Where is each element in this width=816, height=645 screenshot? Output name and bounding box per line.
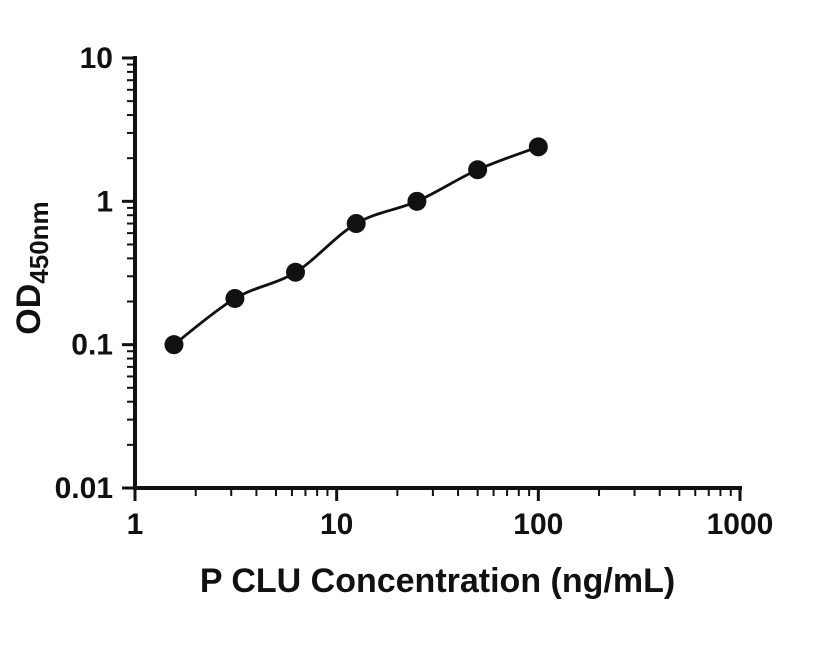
x-tick-label: 1000 bbox=[707, 508, 774, 541]
x-tick-label: 100 bbox=[513, 508, 563, 541]
data-point bbox=[164, 335, 184, 355]
data-point bbox=[468, 160, 488, 180]
data-point bbox=[286, 262, 305, 282]
x-tick-label: 1 bbox=[127, 508, 144, 541]
y-tick-label: 1 bbox=[96, 185, 113, 218]
y-tick-label: 0.01 bbox=[55, 472, 113, 505]
data-point bbox=[225, 288, 245, 308]
data-point bbox=[528, 137, 548, 157]
y-axis-title-subscript: 450nm bbox=[24, 201, 54, 283]
y-axis-title: OD450nm bbox=[10, 201, 54, 334]
y-tick-label: 10 bbox=[80, 42, 113, 75]
y-tick-label: 0.1 bbox=[71, 329, 113, 362]
data-point bbox=[407, 191, 427, 211]
data-point bbox=[346, 214, 366, 234]
x-tick-label: 10 bbox=[320, 508, 353, 541]
x-axis-title: P CLU Concentration (ng/mL) bbox=[200, 562, 675, 600]
y-axis-title-main: OD bbox=[10, 284, 48, 335]
